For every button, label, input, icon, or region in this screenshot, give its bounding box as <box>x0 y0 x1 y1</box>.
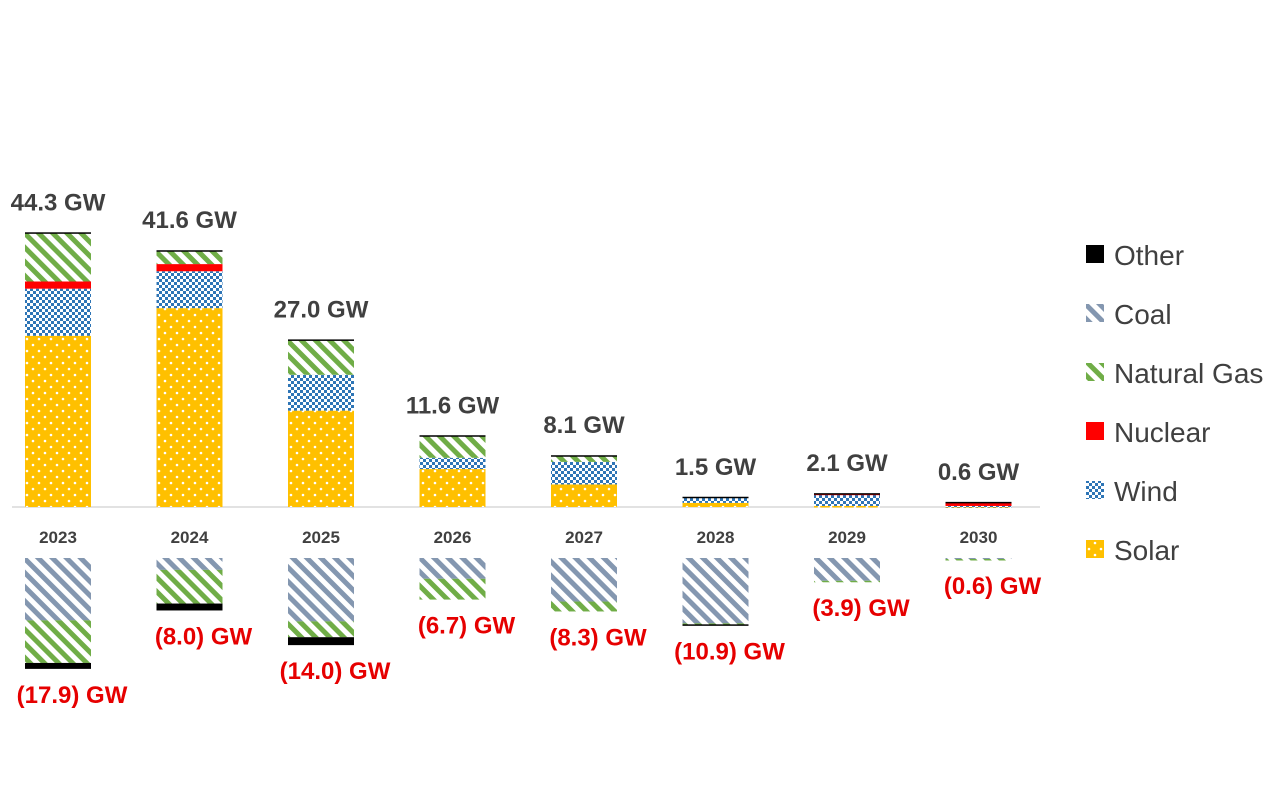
year-label-2025: 2025 <box>302 528 340 547</box>
retire-bar-other-2023 <box>25 662 91 669</box>
bar-solar-2023 <box>25 335 91 507</box>
legend-swatch-solar <box>1086 540 1104 558</box>
retirement-label-2025: (14.0) GW <box>280 658 391 685</box>
retire-bar-coal-2027 <box>551 558 617 602</box>
year-label-2028: 2028 <box>697 528 735 547</box>
retirement-label-2024: (8.0) GW <box>155 623 253 650</box>
bar-solar-2029 <box>814 505 880 508</box>
retirement-label-2030: (0.6) GW <box>944 573 1042 600</box>
retire-bar-coal-2023 <box>25 558 91 621</box>
total-label-2024: 41.6 GW <box>142 207 237 234</box>
bar-other-2029 <box>814 493 880 495</box>
legend: Other Coal Natural Gas Nuclear Wind Solar <box>1086 240 1263 566</box>
legend-label-wind: Wind <box>1114 476 1178 507</box>
legend-label-other: Other <box>1114 240 1184 271</box>
year-label-2023: 2023 <box>39 528 77 547</box>
retirement-label-2028: (10.9) GW <box>674 638 785 665</box>
bar-wind-2025 <box>288 374 354 411</box>
total-label-2025: 27.0 GW <box>274 296 369 323</box>
bar-nuclear-2023 <box>25 281 91 289</box>
retire-bar-coal-2026 <box>419 558 486 579</box>
retire-bar-natural-gas-2026 <box>419 578 486 600</box>
total-label-2029: 2.1 GW <box>806 450 888 477</box>
bar-other-2027 <box>551 455 617 457</box>
bar-nuclear-2030 <box>945 502 1012 506</box>
bar-solar-2025 <box>288 410 354 507</box>
bar-natural-gas-2026 <box>419 436 486 458</box>
retire-bar-natural-gas-2029 <box>814 580 880 583</box>
bar-other-2023 <box>25 232 91 234</box>
retire-bar-natural-gas-2025 <box>288 621 354 638</box>
bar-solar-2028 <box>682 502 749 507</box>
retire-bar-other-2028 <box>682 624 749 626</box>
year-label-2026: 2026 <box>434 528 472 547</box>
bars-layer <box>25 232 1012 669</box>
year-label-2027: 2027 <box>565 528 603 547</box>
total-label-2028: 1.5 GW <box>675 454 757 481</box>
legend-swatch-nuclear <box>1086 422 1104 440</box>
legend-swatch-wind <box>1086 481 1104 499</box>
bar-solar-2024 <box>156 308 223 507</box>
retire-bar-coal-2024 <box>156 558 223 570</box>
total-label-2026: 11.6 GW <box>406 392 500 419</box>
retire-bar-natural-gas-2027 <box>551 601 617 612</box>
bar-solar-2027 <box>551 484 617 507</box>
legend-swatch-natural-gas <box>1086 363 1104 381</box>
bar-nuclear-2024 <box>156 264 223 272</box>
retire-bar-natural-gas-2028 <box>682 623 749 625</box>
total-label-2027: 8.1 GW <box>543 412 625 439</box>
bar-wind-2029 <box>814 494 880 506</box>
retire-bar-coal-2029 <box>814 558 880 581</box>
legend-label-coal: Coal <box>1114 299 1172 330</box>
bar-natural-gas-2027 <box>551 455 617 462</box>
year-label-2029: 2029 <box>828 528 866 547</box>
bar-wind-2030 <box>945 505 1012 508</box>
total-label-2023: 44.3 GW <box>11 189 106 216</box>
total-label-2030: 0.6 GW <box>938 459 1020 486</box>
year-label-2030: 2030 <box>960 528 998 547</box>
retirement-label-2026: (6.7) GW <box>418 613 516 640</box>
legend-label-solar: Solar <box>1114 535 1179 566</box>
retirement-label-2027: (8.3) GW <box>549 624 647 651</box>
bar-other-2025 <box>288 339 354 341</box>
bar-wind-2026 <box>419 457 486 470</box>
retire-bar-other-2025 <box>288 637 354 646</box>
year-label-2024: 2024 <box>171 528 209 547</box>
retire-bar-natural-gas-2030 <box>945 558 1012 561</box>
retire-bar-natural-gas-2024 <box>156 569 223 604</box>
bar-wind-2024 <box>156 271 223 309</box>
bar-natural-gas-2025 <box>288 339 354 375</box>
labels-layer: 44.3 GW 2023 (17.9) GW 41.6 GW 2024 (8.0) GW 2… <box>11 189 1042 709</box>
bar-wind-2028 <box>682 497 749 503</box>
retire-bar-natural-gas-2023 <box>25 620 91 663</box>
retire-bar-coal-2025 <box>288 558 354 622</box>
legend-label-natural-gas: Natural Gas <box>1114 358 1263 389</box>
bar-other-2024 <box>156 250 223 252</box>
bar-natural-gas-2024 <box>156 250 223 265</box>
bar-natural-gas-2023 <box>25 233 91 282</box>
retirement-label-2023: (17.9) GW <box>17 682 128 709</box>
bar-solar-2026 <box>419 469 486 507</box>
bar-other-2030 <box>945 501 1012 504</box>
retire-bar-other-2024 <box>156 603 223 611</box>
bar-other-2026 <box>419 435 486 437</box>
bar-wind-2023 <box>25 288 91 336</box>
legend-label-nuclear: Nuclear <box>1114 417 1210 448</box>
retire-bar-coal-2030 <box>945 558 1012 560</box>
retire-bar-coal-2028 <box>682 558 749 624</box>
legend-swatch-coal <box>1086 304 1104 322</box>
bar-other-2028 <box>682 496 749 499</box>
legend-swatch-other <box>1086 245 1104 263</box>
retirement-label-2029: (3.9) GW <box>812 595 910 622</box>
bar-wind-2027 <box>551 461 617 485</box>
